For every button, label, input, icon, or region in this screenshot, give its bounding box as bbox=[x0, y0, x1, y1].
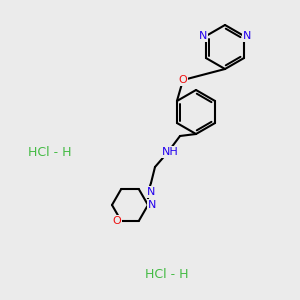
Text: N: N bbox=[199, 31, 207, 41]
Text: HCl - H: HCl - H bbox=[28, 146, 71, 158]
Text: N: N bbox=[243, 31, 251, 41]
Text: O: O bbox=[178, 75, 188, 85]
Text: HCl - H: HCl - H bbox=[145, 268, 188, 281]
Text: N: N bbox=[147, 187, 155, 197]
Text: O: O bbox=[112, 216, 122, 226]
Text: N: N bbox=[148, 200, 156, 210]
Text: NH: NH bbox=[162, 147, 178, 157]
